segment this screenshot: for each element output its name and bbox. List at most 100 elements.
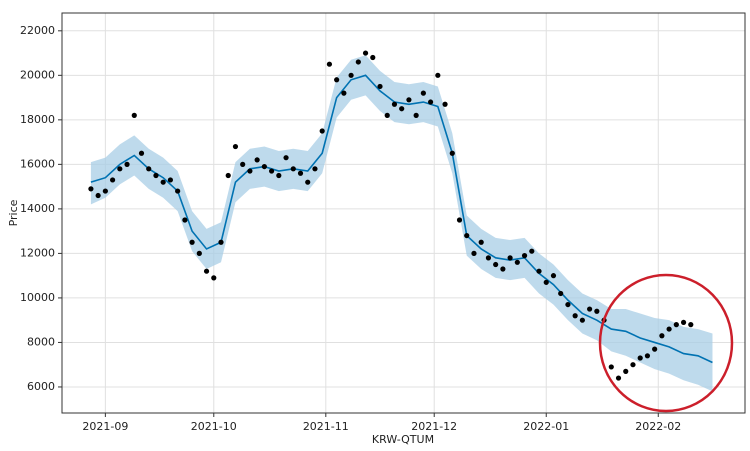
x-tick-label: 2021-10	[191, 420, 237, 433]
data-point	[341, 90, 347, 96]
y-tick-label: 6000	[27, 380, 55, 393]
data-point	[565, 301, 571, 308]
highlight-circle	[598, 273, 734, 413]
data-point	[587, 306, 593, 312]
data-point	[507, 255, 513, 261]
data-point	[283, 155, 289, 161]
data-point	[456, 217, 463, 223]
x-tick-label: 2021-09	[82, 420, 128, 433]
data-point	[182, 217, 188, 223]
data-point	[196, 250, 202, 257]
data-point	[362, 50, 369, 56]
y-tick-label: 22000	[20, 24, 55, 37]
data-point	[232, 143, 239, 150]
x-tick-label: 2022-01	[523, 420, 569, 433]
x-tick-label: 2021-12	[411, 420, 457, 433]
data-point	[326, 61, 333, 67]
data-point	[290, 166, 296, 172]
y-tick-label: 10000	[20, 291, 55, 304]
data-point	[529, 248, 535, 254]
data-point	[261, 163, 267, 170]
plot-frame	[61, 12, 746, 414]
data-point	[550, 273, 557, 279]
data-point	[138, 150, 145, 156]
data-point	[471, 250, 477, 257]
data-point	[218, 239, 224, 245]
data-point	[464, 232, 470, 239]
y-tick-label: 12000	[20, 246, 55, 259]
data-point	[297, 170, 304, 176]
data-point	[124, 161, 130, 167]
data-point	[348, 72, 354, 78]
data-point	[666, 326, 672, 332]
data-point	[623, 368, 629, 374]
data-point	[442, 101, 448, 107]
y-tick-label: 18000	[20, 113, 55, 126]
data-point	[673, 322, 679, 328]
data-point	[644, 353, 651, 359]
data-point	[240, 161, 246, 167]
forecast-band	[90, 55, 713, 392]
data-point	[377, 83, 383, 90]
data-point	[334, 77, 340, 83]
data-point	[355, 59, 361, 65]
data-point	[102, 188, 108, 194]
data-point	[370, 54, 376, 61]
data-point	[435, 72, 441, 78]
x-tick-label: 2022-02	[635, 420, 681, 433]
data-point	[543, 279, 549, 285]
data-point	[680, 319, 687, 326]
data-point	[420, 90, 426, 96]
data-point	[630, 362, 636, 368]
data-point	[615, 375, 622, 381]
data-point	[95, 192, 101, 199]
y-tick-label: 20000	[20, 68, 55, 81]
data-point	[478, 239, 484, 245]
data-point	[608, 364, 614, 370]
x-tick-label: 2021-11	[303, 420, 349, 433]
data-point	[413, 112, 419, 118]
y-tick-label: 16000	[20, 157, 55, 170]
data-point	[254, 157, 260, 163]
data-point	[514, 259, 520, 265]
data-point	[579, 317, 585, 323]
data-point	[493, 261, 499, 268]
data-point	[637, 355, 643, 361]
data-point	[521, 253, 528, 259]
data-point	[500, 266, 506, 272]
data-point	[268, 168, 275, 174]
data-point	[175, 188, 181, 194]
data-point	[449, 150, 455, 156]
data-point	[203, 268, 210, 274]
data-point	[312, 166, 318, 172]
data-point	[146, 166, 152, 172]
data-point	[406, 97, 412, 103]
data-point	[384, 112, 390, 118]
data-point	[167, 177, 174, 183]
data-point	[485, 255, 492, 261]
data-point	[211, 275, 217, 281]
y-tick-label: 8000	[27, 335, 55, 348]
data-point	[117, 166, 123, 172]
x-axis-label: KRW-QTUM	[372, 433, 434, 446]
data-point	[399, 106, 405, 112]
data-point	[276, 172, 282, 179]
data-point	[428, 99, 434, 105]
data-point	[688, 322, 694, 328]
data-point	[247, 168, 253, 174]
data-point	[153, 172, 159, 179]
data-point	[594, 308, 600, 314]
data-point	[160, 179, 166, 185]
data-point	[131, 112, 137, 118]
y-tick-label: 14000	[20, 202, 55, 215]
data-point	[659, 333, 665, 339]
data-point	[88, 186, 94, 192]
y-axis-label: Price	[7, 199, 20, 226]
data-point	[305, 179, 311, 185]
forecast-line	[90, 74, 713, 364]
data-point	[319, 128, 325, 134]
data-point	[536, 268, 542, 274]
data-point	[109, 177, 116, 183]
data-point	[652, 346, 658, 352]
